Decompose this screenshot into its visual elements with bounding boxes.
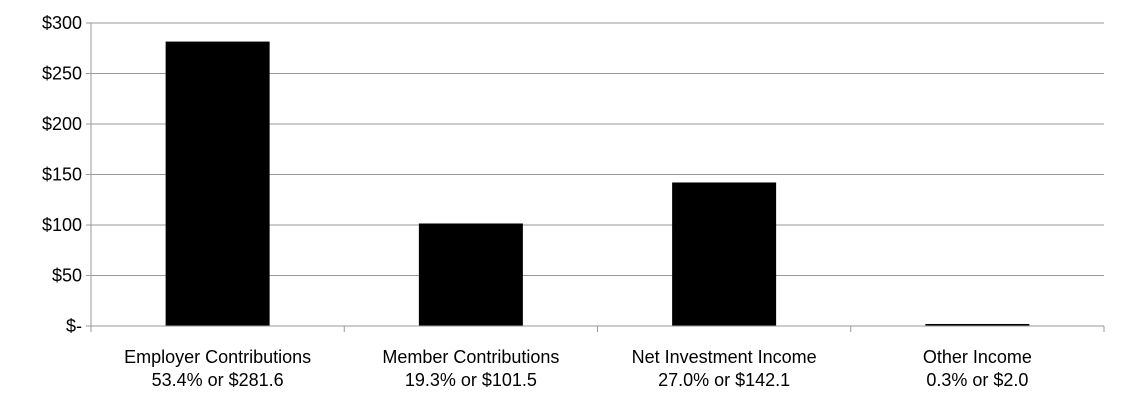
bar bbox=[925, 323, 1030, 326]
y-tick-label: $50 bbox=[52, 266, 82, 286]
x-category-label: Member Contributions bbox=[382, 347, 559, 367]
x-category-label: Net Investment Income bbox=[632, 347, 817, 367]
y-axis: $300 $250 $200 $150 $100 $50 $- bbox=[42, 13, 92, 336]
y-tick-label: $300 bbox=[42, 13, 82, 33]
y-tick-label: $200 bbox=[42, 114, 82, 134]
y-tick-label: $- bbox=[66, 316, 82, 336]
x-category-label: 0.3% or $2.0 bbox=[926, 370, 1028, 390]
x-category-label: 53.4% or $281.6 bbox=[152, 370, 284, 390]
y-tick-label: $100 bbox=[42, 215, 82, 235]
bars bbox=[165, 41, 1030, 327]
x-category-label: Employer Contributions bbox=[124, 347, 311, 367]
x-category-label: Other Income bbox=[923, 347, 1032, 367]
x-category-label: 27.0% or $142.1 bbox=[658, 370, 790, 390]
y-tick-label: $150 bbox=[42, 165, 82, 185]
bar bbox=[672, 182, 777, 326]
bar bbox=[418, 223, 523, 326]
bar bbox=[165, 41, 270, 327]
x-axis: Employer Contributions 53.4% or $281.6 Mem… bbox=[90, 325, 1105, 390]
x-category-label: 19.3% or $101.5 bbox=[405, 370, 537, 390]
y-tick-label: $250 bbox=[42, 64, 82, 84]
